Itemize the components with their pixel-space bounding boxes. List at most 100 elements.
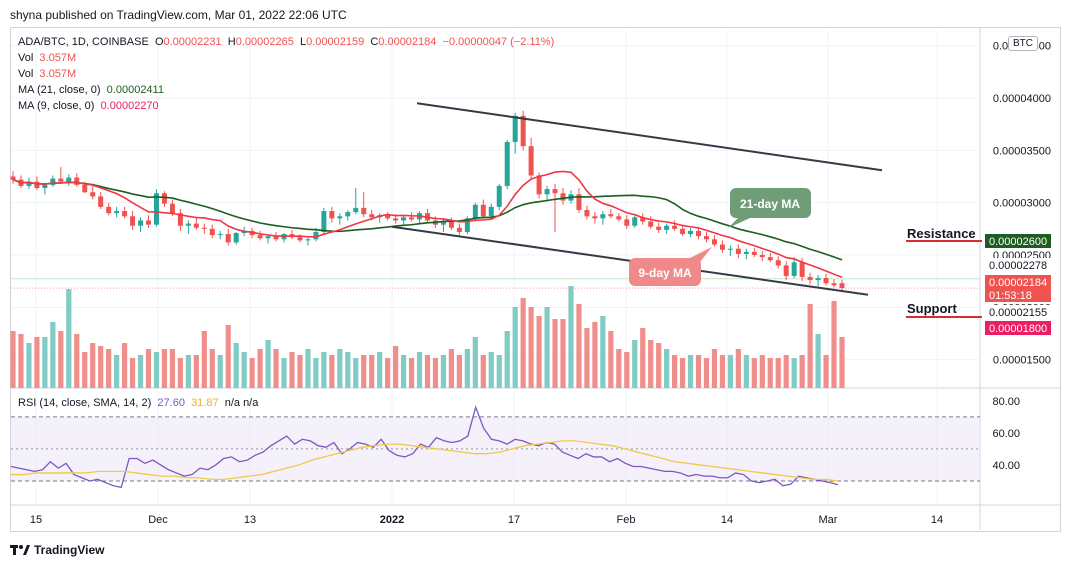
candle-body — [353, 207, 359, 213]
tradingview-logo[interactable]: TradingView — [10, 543, 104, 557]
candle-body — [385, 215, 391, 219]
candle-body — [464, 218, 470, 232]
candle-body — [305, 239, 311, 241]
volume-bar — [121, 343, 128, 388]
legend-vol2-label: Vol — [18, 68, 34, 80]
volume-bar — [58, 331, 64, 388]
candle-body — [74, 177, 80, 185]
price-label-text: 0.00002184 — [989, 277, 1047, 289]
candle-body — [329, 211, 335, 219]
price-tick-label: 0.00001500 — [993, 355, 1051, 367]
volume-bar — [759, 355, 765, 388]
legend-ma9-label: MA (9, close, 0) — [18, 100, 95, 112]
legend-vol-2: Vol 3.057M — [18, 66, 76, 82]
legend-symbol: ADA/BTC, 1D, COINBASE — [18, 36, 149, 48]
volume-bar — [201, 331, 207, 388]
price-label-bg — [985, 234, 1051, 248]
legend-ohlc: ADA/BTC, 1D, COINBASE O0.00002231 H0.000… — [18, 34, 554, 50]
volume-bar — [648, 340, 654, 388]
candle-body — [106, 206, 112, 214]
candle-body — [201, 227, 207, 229]
volume-bar — [719, 355, 726, 388]
time-tick-label: 14 — [931, 514, 943, 526]
candle-body — [504, 141, 510, 186]
candle-body — [536, 175, 542, 195]
volume-bar — [416, 352, 423, 388]
candle-body — [34, 181, 40, 189]
legend-rsi: RSI (14, close, SMA, 14, 2) 27.60 31.87 … — [18, 395, 258, 411]
candle-body — [440, 221, 446, 225]
ma9-callout-box — [629, 258, 701, 286]
candle-body — [50, 178, 56, 185]
candle-body — [193, 223, 199, 228]
time-tick-label: Mar — [819, 514, 838, 526]
candle-body — [544, 189, 550, 195]
volume-bar — [783, 355, 789, 388]
legend-rsi-value: 27.60 — [157, 397, 185, 409]
candle-body — [584, 210, 590, 217]
publisher-line: shyna published on TradingView.com, Mar … — [10, 8, 347, 22]
time-tick-label: 13 — [244, 514, 256, 526]
volume-bar — [672, 355, 678, 388]
volume-bar — [472, 337, 478, 388]
volume-bar — [807, 304, 813, 388]
ma9-callout-pointer — [690, 247, 712, 262]
candle-body — [448, 221, 454, 228]
volume-bar — [727, 355, 734, 388]
candle-body — [122, 211, 128, 217]
volume-bar — [114, 355, 120, 388]
volume-bar — [791, 358, 797, 388]
candle-body — [114, 211, 120, 214]
candle-body — [161, 193, 167, 204]
volume-bar — [456, 355, 462, 388]
candle-body — [393, 218, 399, 221]
legend-ma21: MA (21, close, 0) 0.00002411 — [18, 82, 164, 98]
candle-body — [727, 248, 733, 250]
volume-bar — [42, 337, 48, 388]
candle-body — [743, 251, 749, 254]
candle-body — [401, 217, 407, 221]
volume-bar — [265, 340, 271, 388]
candle-body — [321, 211, 327, 232]
ma9-callout: 9-day MA — [629, 247, 712, 286]
price-label-text: 0.00001800 — [989, 323, 1047, 335]
price-label-bg — [985, 305, 1051, 319]
candle-body — [624, 219, 630, 226]
candle-body — [696, 230, 702, 237]
candle-body — [273, 236, 279, 240]
volume-bar — [823, 355, 829, 388]
volume-bar — [337, 349, 343, 388]
volume-bar — [608, 331, 614, 388]
volume-bar — [568, 286, 574, 388]
legend-open: 0.00002231 — [163, 36, 222, 48]
currency-tag[interactable]: BTC — [1008, 36, 1038, 51]
candle-body — [98, 196, 104, 207]
volume-bar — [74, 334, 80, 388]
candle-body — [520, 115, 526, 147]
volume-bar — [632, 340, 638, 388]
volume-bar — [767, 358, 773, 388]
volume-bar — [695, 355, 702, 388]
candle-body — [297, 237, 303, 241]
volume-bar — [664, 349, 670, 388]
time-tick-label: Feb — [617, 514, 636, 526]
legend-ma9-value: 0.00002270 — [100, 100, 159, 112]
volume-bar — [225, 325, 231, 388]
volume-bar — [735, 349, 741, 388]
candle-body — [488, 206, 494, 217]
candle-body — [42, 184, 48, 189]
volume-bar — [26, 343, 32, 388]
legend-ma21-label: MA (21, close, 0) — [18, 84, 101, 96]
channel-upper-line — [416, 102, 883, 172]
candle-body — [592, 216, 598, 219]
candle-body — [472, 204, 478, 219]
candle-body — [807, 276, 813, 281]
volume-bar — [528, 307, 534, 388]
candle-body — [656, 226, 662, 230]
candle-body — [496, 185, 502, 207]
volume-bar — [34, 337, 40, 388]
candle-body — [616, 216, 622, 220]
volume-bar — [656, 343, 662, 388]
price-label-text: 0.00002155 — [989, 307, 1047, 319]
